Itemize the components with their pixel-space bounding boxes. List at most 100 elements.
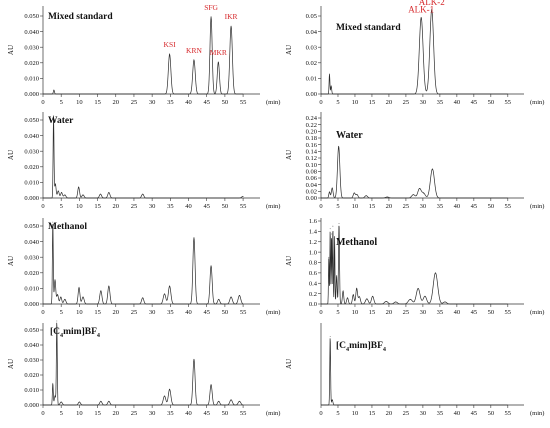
x-tick-label: 40	[454, 203, 461, 210]
y-tick-label: 0.050	[24, 327, 39, 334]
trace-mixL	[43, 16, 244, 95]
x-tick-label: 55	[505, 99, 512, 106]
x-tick-label: 50	[488, 99, 495, 106]
trace-methL	[43, 224, 244, 305]
y-tick-label: 0.05	[306, 13, 317, 20]
x-tick-label: 0	[41, 410, 44, 417]
peak-label: MKR	[210, 48, 227, 57]
peak-point	[82, 296, 84, 298]
x-tick-label: 50	[488, 309, 495, 316]
peak-point	[100, 400, 102, 402]
panel-title: [C4mim]BF4	[336, 341, 386, 353]
peak-point	[329, 73, 330, 75]
trace-ilL	[43, 322, 244, 406]
x-axis-unit: (min)	[530, 203, 544, 210]
peak-point	[193, 59, 195, 61]
peak-point	[169, 285, 171, 287]
peak-point	[57, 294, 58, 296]
peak-point	[56, 320, 58, 322]
panel-title: Methanol	[336, 237, 377, 248]
x-tick-label: 5	[336, 309, 339, 316]
y-tick-label: 0.040	[24, 239, 39, 246]
x-tick-label: 0	[41, 203, 44, 210]
x-tick-label: 35	[167, 410, 174, 417]
x-tick-label: 15	[94, 410, 101, 417]
x-tick-label: 45	[471, 309, 478, 316]
y-tick-label: 0.16	[306, 142, 318, 149]
peak-point	[218, 400, 220, 402]
x-tick-label: 50	[222, 99, 229, 106]
y-tick-label: 0.040	[24, 133, 39, 140]
x-tick-label: 55	[240, 309, 247, 316]
x-tick-label: 20	[386, 410, 393, 417]
y-tick-label: 0.020	[24, 60, 39, 67]
y-tick-label: 0.06	[306, 175, 318, 182]
panel-title: Water	[336, 130, 363, 141]
y-tick-label: 0.040	[24, 29, 39, 36]
x-tick-label: 55	[505, 203, 512, 210]
peak-point	[54, 395, 56, 397]
x-tick-label: 20	[386, 203, 393, 210]
peak-point	[435, 272, 436, 274]
x-tick-label: 15	[94, 309, 101, 316]
y-tick-label: 0.24	[306, 115, 318, 122]
peak-point	[210, 265, 212, 267]
peak-point	[332, 225, 334, 227]
y-tick-label: 0.0	[309, 301, 317, 308]
y-tick-label: 0.03	[306, 44, 317, 51]
peak-point	[53, 115, 54, 117]
y-tick-label: 0.18	[306, 135, 317, 142]
x-tick-label: 40	[185, 99, 192, 106]
trace-ilR	[321, 338, 508, 406]
x-tick-label: 10	[352, 410, 359, 417]
x-tick-label: 40	[454, 99, 461, 106]
trace-waterR	[321, 146, 508, 199]
x-tick-label: 20	[113, 309, 120, 316]
peak-label: SFG	[204, 3, 218, 12]
x-tick-label: 25	[131, 309, 138, 316]
x-tick-label: 5	[336, 203, 339, 210]
y-tick-label: 1.0	[309, 249, 317, 256]
peak-point	[108, 285, 110, 287]
y-tick-label: 0.010	[24, 286, 39, 293]
y-tick-label: 0.6	[309, 270, 318, 277]
x-tick-label: 15	[369, 410, 376, 417]
peak-point	[164, 293, 165, 295]
y-tick-label: 0.020	[24, 164, 39, 171]
x-tick-label: 40	[454, 410, 461, 417]
y-tick-label: 0.12	[306, 155, 317, 162]
peak-point	[61, 192, 62, 193]
peak-point	[347, 297, 348, 299]
x-tick-label: 35	[437, 309, 444, 316]
chart-panel-methR: 0 5 10 15 20 25 30 35 40 45 50 55 (min) 0.0 0.2 0.4 0.6 0…	[285, 218, 544, 316]
y-tick-label: 1.6	[309, 218, 318, 225]
y-axis-label: AU	[285, 45, 293, 55]
peak-point	[419, 188, 420, 190]
y-tick-label: 0.02	[306, 189, 317, 196]
y-tick-label: 0.00	[306, 91, 317, 98]
x-tick-label: 35	[167, 203, 174, 210]
x-tick-label: 10	[76, 410, 83, 417]
x-tick-label: 10	[76, 99, 83, 106]
peak-point	[424, 295, 426, 297]
peak-point	[423, 192, 424, 194]
peak-point	[431, 9, 433, 11]
y-tick-label: 0.030	[24, 357, 39, 364]
x-tick-label: 35	[437, 203, 444, 210]
x-tick-label: 15	[94, 99, 101, 106]
x-tick-label: 15	[369, 99, 376, 106]
x-tick-label: 50	[222, 203, 229, 210]
peak-point	[372, 295, 374, 297]
peak-point	[193, 358, 195, 360]
peak-point	[353, 192, 355, 194]
x-tick-label: 55	[505, 410, 512, 417]
peak-point	[230, 25, 232, 27]
peak-point	[210, 16, 212, 18]
chart-panel-ilR: 0 5 10 15 20 25 30 35 40 45 50 55 (min) AU [C4mim]BF4	[285, 323, 544, 417]
x-tick-label: 10	[76, 309, 83, 316]
peak-point	[54, 183, 56, 185]
y-tick-label: 0.04	[306, 29, 318, 36]
peak-point	[365, 195, 367, 197]
x-axis-unit: (min)	[530, 410, 544, 417]
